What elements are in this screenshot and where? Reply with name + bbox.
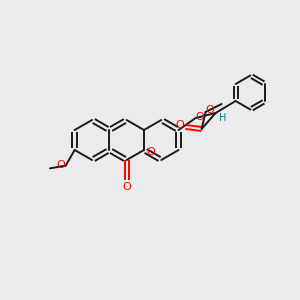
Text: O: O xyxy=(195,112,204,122)
Text: O: O xyxy=(56,160,65,170)
Text: O: O xyxy=(122,182,131,192)
Text: O: O xyxy=(147,147,155,157)
Text: H: H xyxy=(219,113,226,123)
Text: O: O xyxy=(175,120,184,130)
Text: O: O xyxy=(205,105,214,115)
